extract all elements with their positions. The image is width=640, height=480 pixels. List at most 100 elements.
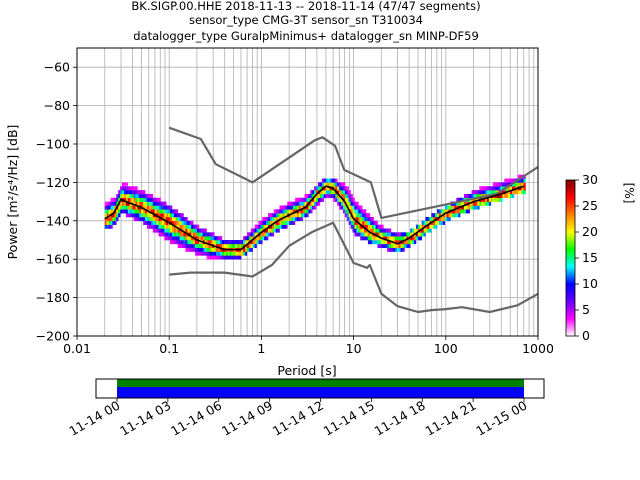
ppsd-cell	[402, 243, 405, 248]
ppsd-cell	[239, 255, 242, 260]
ppsd-cell	[170, 216, 173, 222]
ppsd-cell	[362, 228, 365, 233]
ppsd-cell	[252, 243, 255, 248]
ppsd-cell	[333, 178, 336, 183]
ppsd-cell	[152, 228, 155, 233]
ppsd-cell	[148, 201, 152, 206]
ppsd-cell	[195, 243, 198, 248]
ppsd-cell	[319, 182, 323, 187]
ppsd-cell	[177, 213, 180, 218]
ppsd-cell	[383, 228, 386, 233]
ppsd-cell	[150, 220, 154, 225]
ppsd-cell	[150, 213, 154, 218]
ppsd-cell	[346, 213, 350, 218]
ppsd-cell	[435, 224, 438, 229]
ppsd-cell	[438, 213, 442, 218]
ppsd-cell	[110, 209, 113, 214]
ppsd-cell	[141, 201, 144, 206]
ppsd-cell	[352, 209, 355, 214]
ppsd-cell	[198, 247, 202, 252]
ppsd-cell	[444, 209, 447, 214]
ppsd-cell	[460, 197, 463, 202]
ppsd-cell	[281, 213, 284, 218]
ppsd-cell	[193, 224, 196, 229]
ppsd-cell	[212, 240, 215, 245]
ppsd-cell	[300, 205, 303, 210]
ppsd-cell	[365, 213, 369, 218]
ppsd-cell	[358, 213, 361, 218]
ppsd-cell	[206, 243, 209, 248]
ppsd-cell	[221, 240, 225, 245]
ppsd-cell	[204, 232, 207, 237]
ppsd-cell	[387, 243, 390, 248]
ppsd-cell	[298, 213, 301, 218]
ppsd-cell	[164, 216, 167, 222]
ppsd-cell	[212, 236, 215, 241]
ppsd-cell	[289, 205, 292, 210]
ppsd-cell	[369, 228, 373, 233]
ppsd-cell	[519, 182, 522, 187]
ppsd-cell	[275, 213, 278, 218]
ppsd-cell	[250, 228, 253, 233]
ppsd-cell	[204, 240, 207, 245]
ppsd-cell	[379, 243, 382, 248]
ppsd-cell	[252, 232, 255, 237]
ppsd-cell	[312, 201, 315, 206]
ppsd-cell	[120, 209, 123, 214]
ppsd-cell	[104, 209, 107, 214]
ppsd-cell	[275, 216, 278, 222]
ppsd-cell	[231, 243, 234, 248]
ppsd-cell	[191, 220, 194, 225]
ppsd-cell	[264, 224, 267, 229]
ppsd-cell	[494, 190, 497, 195]
ppsd-cell	[198, 251, 202, 256]
ppsd-cell	[483, 186, 486, 191]
ppsd-cell	[275, 209, 278, 214]
ppsd-cell	[179, 224, 182, 229]
ppsd-cell	[517, 182, 520, 187]
ppsd-cell	[185, 216, 188, 222]
ppsd-cell	[283, 213, 286, 218]
ppsd-cell	[310, 190, 313, 195]
ppsd-cell	[462, 205, 465, 210]
ppsd-cell	[145, 220, 148, 225]
ppsd-cell	[473, 201, 476, 206]
ppsd-cell	[300, 216, 303, 222]
ppsd-cell	[143, 197, 146, 202]
ppsd-cell	[358, 216, 361, 222]
ppsd-cell	[498, 197, 501, 202]
y-axis-ticks: −60 −80 −100 −120 −140 −160 −180 −200	[36, 60, 77, 344]
ppsd-cell	[181, 232, 184, 237]
ppsd-cell	[510, 190, 513, 195]
ppsd-cell	[156, 213, 159, 218]
chart-title-line-2: sensor_type CMG-3T sensor_sn T310034	[189, 13, 423, 27]
ppsd-cell	[133, 216, 136, 222]
ppsd-cell	[371, 224, 374, 229]
ppsd-cell	[479, 201, 482, 206]
ppsd-cell	[356, 228, 359, 233]
ppsd-cell	[164, 236, 167, 241]
ppsd-cell	[118, 190, 121, 195]
ppsd-cell	[429, 216, 432, 222]
ppsd-cell	[137, 216, 140, 222]
ppsd-cell	[122, 193, 125, 199]
ppsd-cell	[369, 236, 373, 241]
ppsd-cell	[158, 201, 161, 206]
colorbar-tick-label: 30	[582, 172, 598, 187]
ppsd-cell	[381, 228, 384, 233]
ppsd-cell	[287, 209, 290, 214]
ppsd-cell	[500, 193, 503, 199]
ppsd-cell	[202, 251, 205, 256]
ppsd-cell	[462, 209, 465, 214]
timeline-tick-label: 11-14 18	[372, 398, 428, 439]
ppsd-cell	[260, 240, 263, 245]
ppsd-cell	[438, 220, 442, 225]
ppsd-cell	[256, 240, 259, 245]
ppsd-cell	[427, 228, 430, 233]
ppsd-cell	[377, 228, 380, 233]
ppsd-cell	[460, 201, 463, 206]
ppsd-histogram	[104, 174, 526, 260]
ppsd-cell	[385, 236, 388, 241]
ppsd-cell	[204, 243, 207, 248]
ppsd-cell	[510, 178, 513, 183]
